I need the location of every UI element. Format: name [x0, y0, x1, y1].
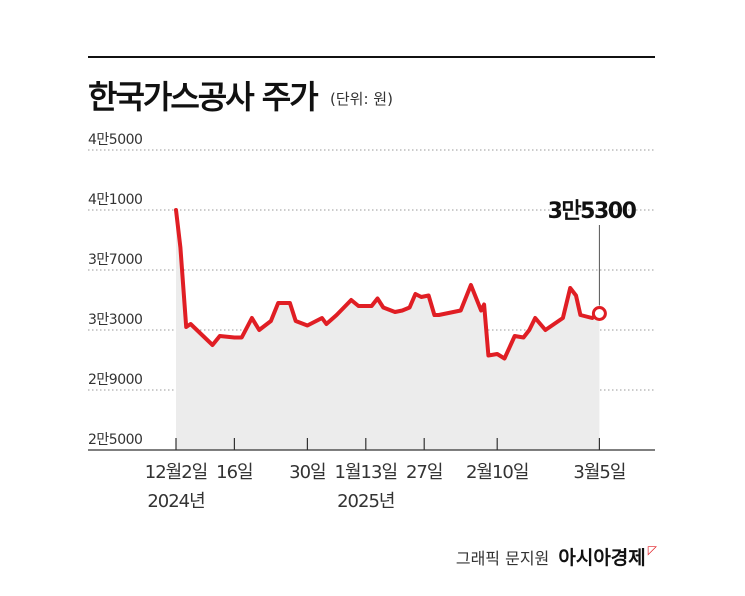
- credit: 그래픽 문지원 아시아경제 ◸: [456, 543, 657, 570]
- y-tick-label: 4만1000: [88, 192, 142, 208]
- last-point-label: 3만5300: [548, 199, 637, 224]
- x-tick-label: 27일: [406, 462, 442, 483]
- x-tick-label: 30일: [289, 462, 325, 483]
- y-tick-label: 3만3000: [88, 312, 142, 328]
- x-tick-label: 3월5일: [573, 462, 625, 483]
- x-tick-label: 16일: [216, 462, 252, 483]
- x-tick-label: 2월10일: [466, 462, 528, 483]
- y-tick-labels: 4만5000 4만1000 3만7000 3만3000 2만9000 2만5000: [88, 132, 143, 448]
- x-axis: 12월2일 2024년 16일 30일 1월13일 2025년 27일 2월10일 3월5일: [88, 438, 655, 512]
- x-tick-label: 2025년: [337, 491, 394, 512]
- unit-label: (단위: 원): [330, 90, 393, 108]
- publisher-logo: 아시아경제: [558, 547, 646, 569]
- credit-text: 그래픽 문지원: [455, 549, 550, 568]
- y-tick-label: 4만5000: [88, 132, 142, 148]
- chart-title: 한국가스공사 주가: [88, 78, 319, 116]
- price-line: [174, 208, 602, 361]
- y-tick-label: 2만9000: [88, 372, 142, 388]
- x-tick-label: 1월13일: [335, 462, 397, 483]
- last-point-marker: [591, 306, 607, 321]
- x-tick-label: 12월2일: [145, 462, 207, 483]
- y-tick-label: 2만5000: [88, 432, 142, 448]
- x-tick-label: 2024년: [147, 491, 204, 512]
- publisher-mark-icon: ◸: [647, 543, 657, 557]
- y-tick-label: 3만7000: [88, 252, 142, 268]
- last-point-callout: 3만5300: [548, 199, 638, 321]
- price-area-fill: [176, 210, 600, 450]
- top-rule: [88, 56, 655, 58]
